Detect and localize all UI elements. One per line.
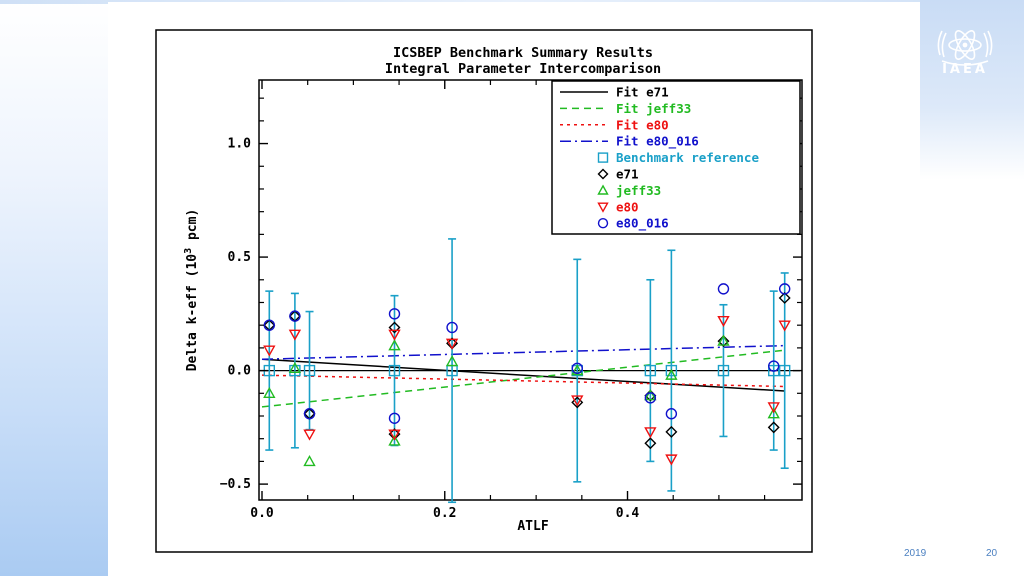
- point-e71-3: [388, 321, 401, 334]
- footer-date: 2019: [904, 548, 927, 559]
- fit-line-0: [261, 358, 785, 392]
- point-e80-016-1: [289, 310, 301, 322]
- point-e80-016-10: [768, 360, 780, 372]
- legend-marker-7: [597, 202, 609, 213]
- point-benchmark-reference-6: [644, 364, 657, 377]
- point-jeff33-4: [388, 434, 401, 446]
- point-e80-016-9: [717, 283, 730, 295]
- point-jeff33-6: [571, 364, 584, 376]
- point-jeff33-10: [767, 407, 780, 419]
- point-jeff33-5: [445, 355, 459, 367]
- x-tick-label-1: 0.2: [433, 506, 456, 521]
- legend-marker-5: [597, 168, 609, 180]
- point-e80-6: [571, 395, 584, 407]
- legend-label-5: e71: [616, 167, 639, 182]
- axis-ticks: 0.0 0.2 0.4 −0.5 0.0 0.5 1.0: [220, 80, 802, 521]
- point-e71-9: [665, 425, 678, 438]
- point-e71-10: [717, 335, 730, 348]
- legend-marker-8: [597, 217, 609, 229]
- y-tick-label-1: 0.0: [228, 364, 252, 379]
- legend-marker-6: [597, 184, 609, 195]
- x-tick-label-0: 0.0: [250, 506, 274, 521]
- legend-label-6: jeff33: [616, 183, 661, 198]
- point-e80-8: [665, 454, 678, 466]
- point-e80-016-0: [263, 319, 276, 331]
- point-e80-016-6: [571, 362, 583, 375]
- fit-lines: [261, 344, 785, 408]
- page-number: 20: [986, 548, 998, 559]
- point-jeff33-0: [263, 386, 276, 398]
- point-e71-6: [571, 396, 584, 409]
- point-benchmark-reference-3: [388, 364, 401, 377]
- point-e80-5: [445, 338, 459, 350]
- y-axis-label: Delta k-eff (103 pcm): [183, 209, 200, 372]
- error-bars: [265, 238, 789, 504]
- chart-subtitle: Integral Parameter Intercomparison: [385, 61, 661, 77]
- legend-label-8: e80_016: [616, 216, 669, 232]
- point-e80-016-2: [303, 408, 316, 420]
- data-markers: [263, 283, 791, 467]
- legend-label-4: Benchmark reference: [616, 150, 759, 165]
- point-e80-11: [778, 320, 791, 332]
- point-e80-1: [288, 329, 302, 341]
- point-benchmark-reference-2: [303, 364, 316, 377]
- point-e80-016-4: [388, 412, 401, 424]
- point-e80-0: [263, 345, 276, 357]
- point-e80-4: [388, 429, 401, 441]
- y-axis-label-main: Delta k-eff (10: [185, 254, 200, 372]
- x-axis-label: ATLF: [517, 519, 548, 534]
- point-e80-016-7: [644, 392, 657, 404]
- chart-title: ICSBEP Benchmark Summary Results: [393, 45, 653, 61]
- fit-line-1: [261, 349, 785, 408]
- legend-box: [551, 80, 801, 235]
- point-e71-12: [778, 291, 791, 304]
- legend-label-1: Fit jeff33: [616, 101, 691, 116]
- logo-text: IAEA: [942, 62, 988, 77]
- point-e80-9: [717, 315, 730, 328]
- point-benchmark-reference-1: [289, 364, 301, 377]
- point-jeff33-3: [388, 339, 401, 351]
- slide-left-gradient: [0, 0, 108, 576]
- point-benchmark-reference-7: [665, 364, 678, 377]
- point-benchmark-reference-9: [768, 364, 780, 377]
- point-jeff33-8: [665, 368, 678, 380]
- point-e80-2: [303, 429, 316, 441]
- plot-area: [258, 79, 803, 501]
- point-jeff33-7: [644, 389, 657, 401]
- point-e80-016-5: [446, 321, 458, 334]
- logo-panel: [920, 0, 1024, 180]
- iaea-logo-icon: [937, 30, 993, 66]
- y-tick-label-2: 0.5: [228, 250, 251, 265]
- point-e80-7: [644, 427, 657, 439]
- point-e71-8: [644, 437, 657, 450]
- y-tick-label-3: 1.0: [228, 137, 252, 152]
- fit-line-2: [261, 374, 785, 388]
- point-e80-016-3: [388, 308, 401, 320]
- point-e71-11: [767, 421, 780, 434]
- point-jeff33-1: [288, 361, 302, 374]
- legend-label-0: Fit e71: [616, 85, 669, 100]
- point-benchmark-reference-10: [778, 364, 791, 377]
- point-e80-016-8: [665, 408, 678, 420]
- fit-line-3: [261, 344, 785, 360]
- point-jeff33-9: [717, 334, 730, 346]
- point-e80-016-11: [778, 283, 791, 295]
- y-axis-label-tail: pcm): [185, 209, 200, 248]
- legend-label-7: e80: [616, 199, 639, 214]
- legend-label-3: Fit e80_016: [616, 134, 699, 150]
- point-e80-10: [767, 402, 780, 414]
- y-tick-label-0: −0.5: [220, 477, 251, 492]
- point-e80-3: [388, 329, 401, 341]
- y-axis-label-sup: 3: [183, 248, 194, 254]
- point-benchmark-reference-8: [717, 364, 730, 377]
- legend-label-2: Fit e80: [616, 117, 669, 132]
- point-jeff33-2: [303, 454, 316, 467]
- legend-marker-4: [597, 152, 609, 163]
- x-tick-label-2: 0.4: [616, 506, 640, 521]
